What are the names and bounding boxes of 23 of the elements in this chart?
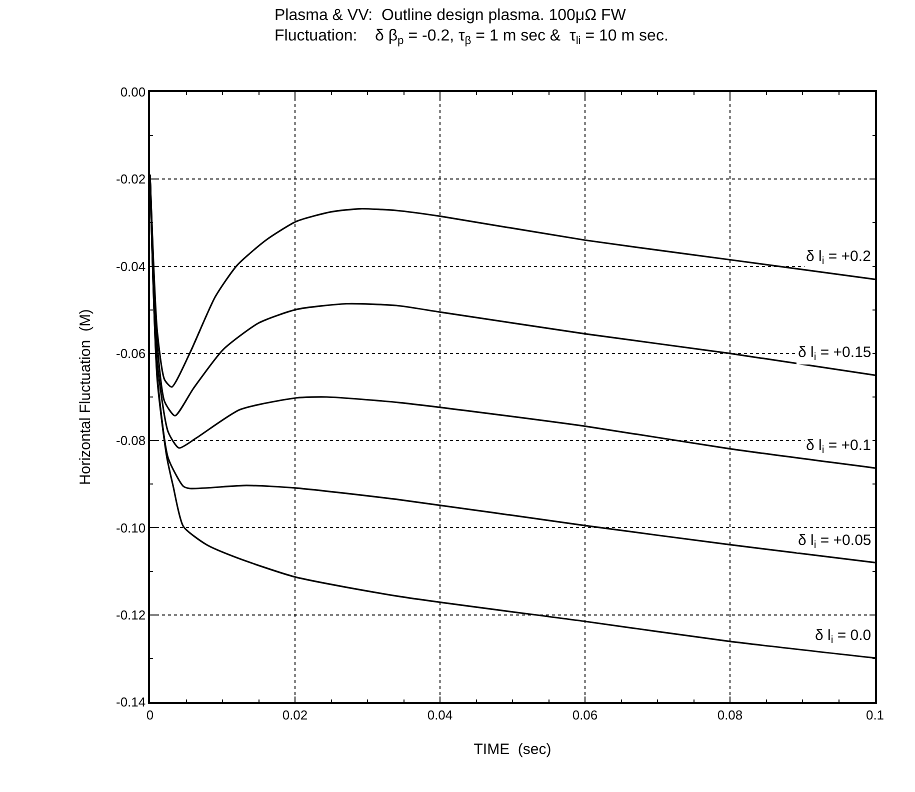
x-tick-label: 0.1 xyxy=(866,707,884,722)
legend-label: δ l$_{i}$ = +0.2 xyxy=(806,248,871,268)
y-axis-title: Horizontal Fluctuation (M) xyxy=(76,309,94,485)
series-label: δ l$_{i}$ = +0.05 xyxy=(798,532,872,552)
y-tick-label: 0.00 xyxy=(120,84,146,100)
y-tick-label: -0.14 xyxy=(116,694,146,710)
chart-title: Plasma & VV: Outline design plasma. 100μΩ FW xyxy=(274,6,627,24)
x-tick-label: 0 xyxy=(146,707,154,722)
y-tick-label: -0.08 xyxy=(116,433,146,448)
legend-label: δ l$_{i}$ = +0.15 xyxy=(798,344,872,364)
x-tick-label: 0.04 xyxy=(427,707,453,722)
series-label: δ l$_{i}$ = 0.0 xyxy=(815,627,872,646)
y-tick-label: -0.02 xyxy=(116,172,146,187)
x-axis-title: TIME (sec) xyxy=(474,740,552,758)
chart-subtitle: Fluctuation: δ β$_{p}$ = -0.2, τ$_{β}$ = 1 m sec & τ$_{li}$ = 10 m sec. xyxy=(274,28,668,47)
y-tick-label: -0.04 xyxy=(116,258,146,274)
y-tick-label: -0.12 xyxy=(116,607,146,622)
x-tick-label: 0.06 xyxy=(572,707,598,722)
y-tick-label: -0.10 xyxy=(116,520,146,536)
x-tick-label: 0.02 xyxy=(282,707,308,722)
y-tick-label: -0.06 xyxy=(116,346,146,361)
x-tick-label: 0.08 xyxy=(717,707,743,722)
legend-label: δ l$_{i}$ = +0.1 xyxy=(806,437,871,456)
